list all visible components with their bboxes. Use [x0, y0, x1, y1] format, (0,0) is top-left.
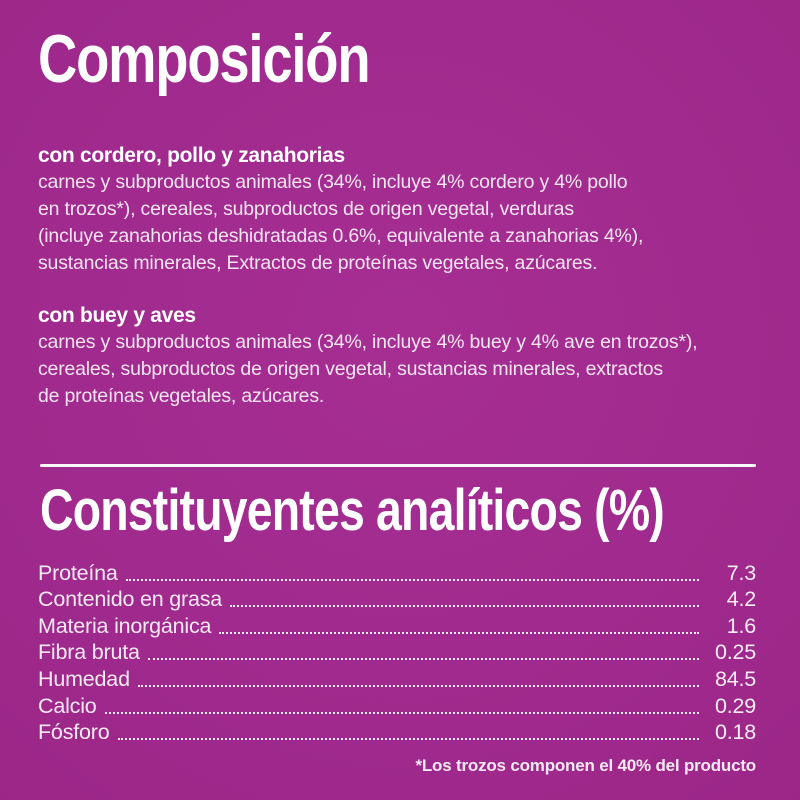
analyte-value: 0.29	[714, 693, 756, 718]
chunks-footnote: *Los trozos componen el 40% del producto	[415, 756, 756, 775]
ingredients-line: (incluye zanahorias deshidratadas 0.6%, …	[38, 225, 644, 247]
analytical-constituents-table: Proteína 7.3 Contenido en grasa 4.2 Materia …	[38, 559, 756, 745]
analyte-label: Fibra bruta	[38, 640, 140, 665]
ingredient-section: con cordero, pollo y zanahorias carnes y …	[38, 142, 760, 277]
analyte-value: 0.18	[714, 720, 756, 745]
analyte-label: Calcio	[38, 693, 97, 718]
section-divider	[40, 464, 756, 467]
dot-leader	[117, 738, 699, 741]
ingredients-line: en trozos*), cereales, subproductos de o…	[38, 198, 574, 220]
table-row: Materia inorgánica 1.6	[38, 612, 756, 639]
table-row: Fibra bruta 0.25	[38, 639, 756, 666]
analyte-value: 0.25	[714, 640, 756, 665]
analyte-value: 4.2	[726, 587, 756, 612]
table-row: Humedad 84.5	[38, 665, 756, 692]
dot-leader	[147, 658, 699, 661]
analyte-value: 84.5	[714, 666, 756, 691]
analyte-label: Contenido en grasa	[38, 587, 223, 612]
analyte-value: 1.6	[726, 613, 756, 638]
dot-leader	[219, 631, 699, 634]
ingredient-section: con buey y aves carnes y subproductos ani…	[38, 302, 760, 410]
table-row: Proteína 7.3	[38, 559, 756, 586]
table-row: Calcio 0.29	[38, 692, 756, 719]
ingredients-line: cereales, subproductos de origen vegetal…	[38, 358, 663, 380]
analyte-value: 7.3	[726, 560, 756, 585]
analyte-label: Fósforo	[38, 720, 110, 745]
dot-leader	[137, 684, 699, 687]
analyte-label: Materia inorgánica	[38, 613, 212, 638]
table-row: Contenido en grasa 4.2	[38, 586, 756, 613]
ingredients-line: de proteínas vegetales, azúcares.	[38, 385, 325, 407]
composition-title: Composición	[38, 21, 371, 97]
dot-leader	[104, 711, 699, 714]
ingredients-line: sustancias minerales, Extractos de prote…	[38, 252, 598, 274]
variant-heading: con buey y aves	[38, 304, 196, 327]
analytical-constituents-title: Constituyentes analíticos (%)	[40, 478, 665, 543]
analyte-label: Proteína	[38, 560, 118, 585]
analyte-label: Humedad	[38, 666, 130, 691]
ingredients-line: carnes y subproductos animales (34%, inc…	[38, 171, 628, 193]
table-row: Fósforo 0.18	[38, 719, 756, 746]
ingredients-line: carnes y subproductos animales (34%, inc…	[38, 331, 698, 353]
variant-heading: con cordero, pollo y zanahorias	[38, 144, 345, 167]
ingredient-sections: con cordero, pollo y zanahorias carnes y …	[38, 142, 760, 410]
dot-leader	[125, 578, 699, 581]
dot-leader	[230, 605, 699, 608]
